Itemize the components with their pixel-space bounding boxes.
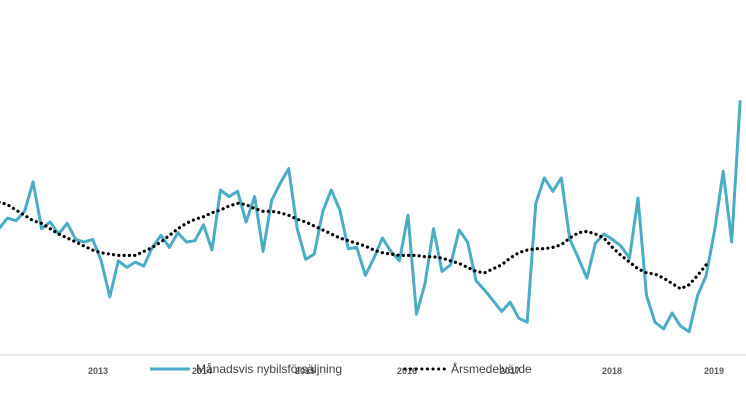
x-tick-labels: 122013201420152016201720182019	[88, 366, 724, 376]
legend-item-monthly: Månadsvis nybilsförsäljning	[150, 362, 342, 376]
legend: Månadsvis nybilsförsäljning Årsmedelvärd…	[150, 361, 532, 376]
x-tick-label: 2017	[500, 366, 520, 376]
x-tick-label: 2019	[704, 366, 724, 376]
series-layer	[0, 100, 742, 334]
legend-item-annual-average: Årsmedelvärde	[403, 361, 532, 376]
series-line-monthly	[0, 100, 742, 334]
x-tick-label: 2014	[192, 366, 212, 376]
series-line-annual-average	[0, 200, 708, 291]
x-tick-label: 2018	[602, 366, 622, 376]
legend-label-monthly: Månadsvis nybilsförsäljning	[196, 362, 342, 376]
legend-label-annual-average: Årsmedelvärde	[451, 361, 532, 376]
x-tick-label: 2015	[295, 366, 315, 376]
x-tick-label: 2013	[88, 366, 108, 376]
x-tick-label: 2016	[397, 366, 417, 376]
